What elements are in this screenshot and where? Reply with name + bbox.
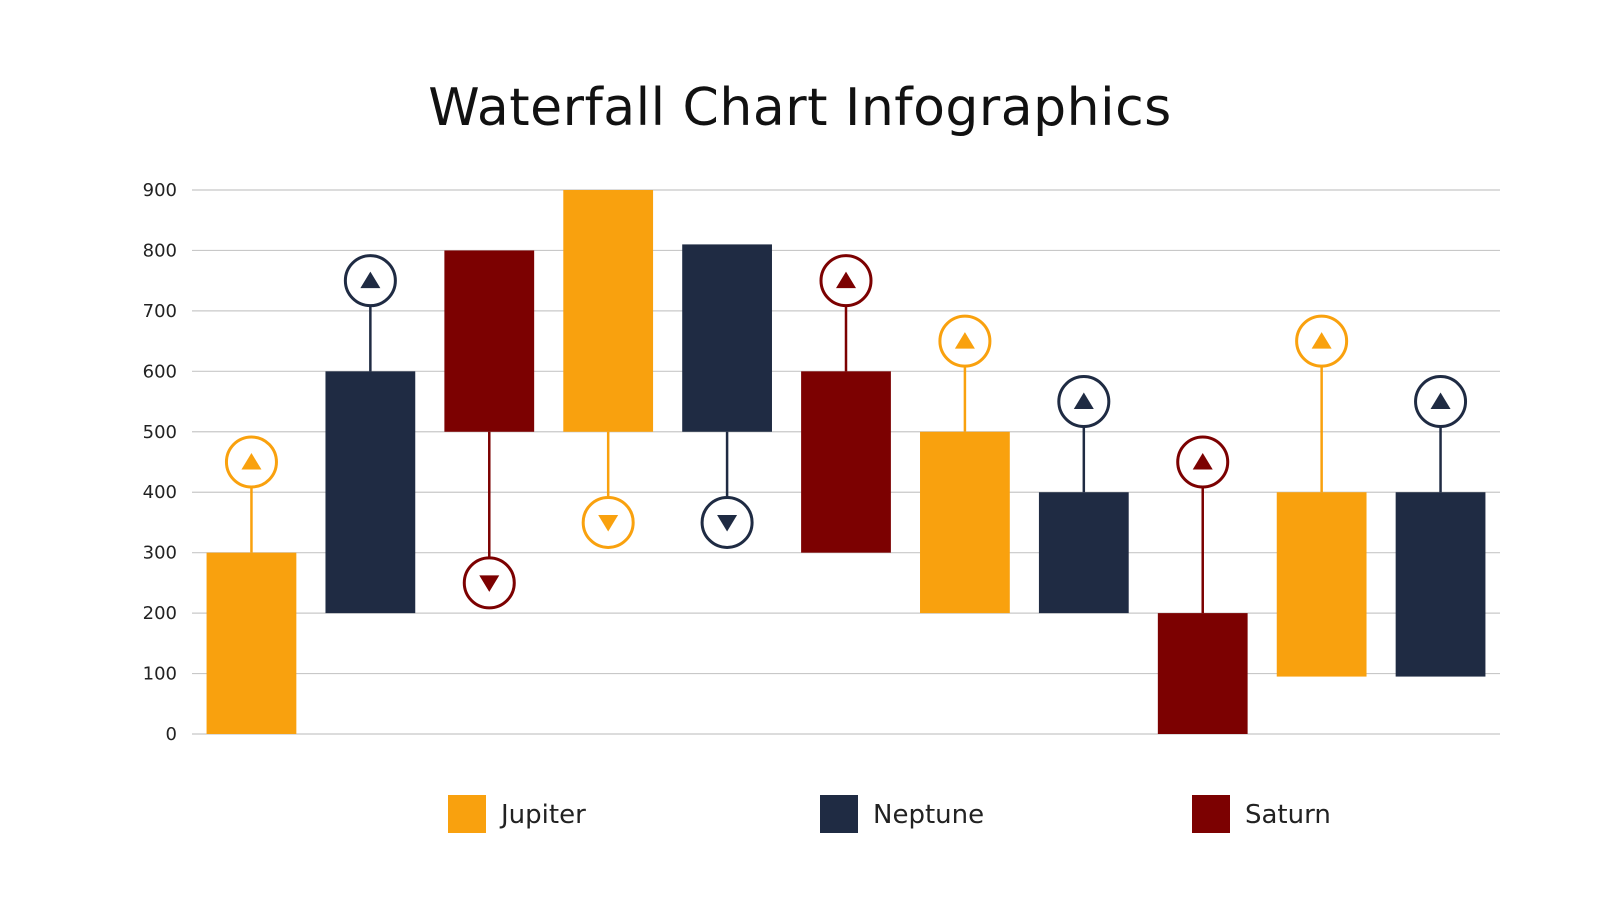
y-tick-label: 400 xyxy=(143,482,177,503)
waterfall-bar xyxy=(563,190,654,432)
waterfall-bar xyxy=(206,552,297,734)
up-arrow-icon xyxy=(836,271,856,289)
y-tick-label: 200 xyxy=(143,603,177,624)
waterfall-bar xyxy=(682,244,772,432)
waterfall-bar xyxy=(801,371,891,553)
direction-markers xyxy=(224,254,1468,610)
y-tick-label: 100 xyxy=(143,664,177,685)
waterfall-bar xyxy=(1157,613,1248,734)
up-arrow-icon xyxy=(360,271,381,289)
legend-label: Saturn xyxy=(1245,800,1331,830)
down-arrow-icon xyxy=(598,514,619,532)
legend-swatch xyxy=(1192,795,1230,833)
connector-lines xyxy=(250,305,1442,614)
up-arrow-icon xyxy=(954,332,975,349)
down-arrow-icon xyxy=(479,575,500,592)
down-arrow-icon xyxy=(717,514,738,532)
chart-title: Waterfall Chart Infographics xyxy=(428,78,1172,138)
y-tick-label: 800 xyxy=(143,240,177,261)
waterfall-bar xyxy=(1395,492,1486,677)
y-tick-label: 500 xyxy=(143,422,177,443)
legend: Jupiter Neptune Saturn xyxy=(448,795,1331,833)
up-arrow-icon xyxy=(241,453,262,470)
legend-label: Jupiter xyxy=(499,800,586,830)
up-arrow-icon xyxy=(1311,332,1332,349)
up-arrow-icon xyxy=(1073,392,1094,410)
waterfall-bar xyxy=(1276,492,1367,677)
waterfall-bar xyxy=(325,371,416,614)
legend-swatch xyxy=(820,795,858,833)
legend-swatch xyxy=(448,795,486,833)
bars xyxy=(206,190,1486,734)
y-tick-label: 0 xyxy=(166,724,177,745)
up-arrow-icon xyxy=(1430,392,1451,410)
legend-label: Neptune xyxy=(873,800,984,830)
waterfall-bar xyxy=(920,431,1010,614)
y-tick-label: 900 xyxy=(143,180,177,201)
waterfall-bar xyxy=(444,250,535,432)
up-arrow-icon xyxy=(1192,453,1213,470)
y-tick-label: 700 xyxy=(143,301,177,322)
y-axis-ticks: 0 100 200 300 400 500 600 700 800 900 xyxy=(143,180,177,745)
waterfall-bar xyxy=(1038,492,1129,614)
y-tick-label: 600 xyxy=(143,361,177,382)
y-tick-label: 300 xyxy=(143,543,177,564)
